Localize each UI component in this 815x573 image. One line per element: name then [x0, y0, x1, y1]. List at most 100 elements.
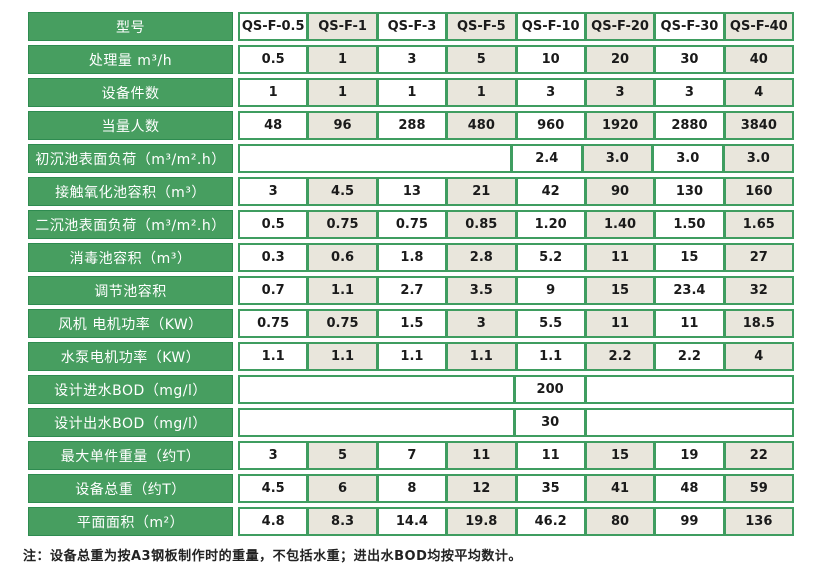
table-row: 消毒池容积（m³） 0.3 0.6 1.8 2.8 5.2 11 15 27	[28, 243, 794, 272]
value-cell: 23.4	[654, 276, 725, 305]
value-cell: 46.2	[515, 507, 586, 536]
value-cell: 130	[654, 177, 725, 206]
row-label: 最大单件重量（约T）	[28, 441, 233, 470]
value-cell: 18.5	[723, 309, 794, 338]
value-cell: 3.0	[652, 144, 724, 173]
value-cell: 200	[514, 375, 587, 404]
value-cell: 5	[307, 441, 378, 470]
column-header-cell: QS-F-30	[654, 12, 725, 41]
value-cell: 2.2	[654, 342, 725, 371]
value-cell: 3	[376, 45, 448, 74]
value-cell: 1.5	[376, 309, 448, 338]
value-cell: 1.1	[515, 342, 586, 371]
value-cell: 15	[584, 441, 656, 470]
value-cell: 1.1	[238, 342, 309, 371]
row-label: 设计出水BOD（mg/l）	[28, 408, 233, 437]
row-cells: 0.7 1.1 2.7 3.5 9 15 23.4 32	[238, 276, 794, 305]
column-header-cell: QS-F-5	[446, 12, 517, 41]
value-cell: 10	[515, 45, 586, 74]
table-row: 初沉池表面负荷（m³/m².h） 2.4 3.0 3.0 3.0	[28, 144, 794, 173]
row-cells: QS-F-0.5 QS-F-1 QS-F-3 QS-F-5 QS-F-10 QS-F-20…	[238, 12, 794, 41]
row-cells: 200	[238, 375, 794, 404]
column-header-cell: QS-F-3	[376, 12, 448, 41]
table-row: 接触氧化池容积（m³） 3 4.5 13 21 42 90 130 160	[28, 177, 794, 206]
value-cell: 1	[238, 78, 309, 107]
value-cell	[585, 408, 794, 437]
table-row: 最大单件重量（约T） 3 5 7 11 11 15 19 22	[28, 441, 794, 470]
value-cell: 1920	[584, 111, 656, 140]
value-cell: 96	[307, 111, 378, 140]
value-cell: 80	[584, 507, 656, 536]
value-cell: 3	[654, 78, 725, 107]
value-cell: 12	[446, 474, 517, 503]
value-cell: 0.3	[238, 243, 309, 272]
value-cell: 32	[723, 276, 794, 305]
value-cell: 15	[654, 243, 725, 272]
value-cell: 21	[446, 177, 517, 206]
value-cell: 4.5	[307, 177, 378, 206]
value-cell: 960	[515, 111, 586, 140]
table-row: 设备件数 1 1 1 1 3 3 3 4	[28, 78, 794, 107]
table-row: 设计出水BOD（mg/l） 30	[28, 408, 794, 437]
value-cell: 3	[515, 78, 586, 107]
table-row: 设备总重（约T） 4.5 6 8 12 35 41 48 59	[28, 474, 794, 503]
model-header-label: 型号	[28, 12, 233, 41]
row-label: 初沉池表面负荷（m³/m².h）	[28, 144, 233, 173]
row-cells: 30	[238, 408, 794, 437]
row-label: 风机 电机功率（KW）	[28, 309, 233, 338]
value-cell: 480	[446, 111, 517, 140]
value-cell: 2.4	[511, 144, 583, 173]
column-header-cell: QS-F-1	[307, 12, 378, 41]
row-label: 平面面积（m²）	[28, 507, 233, 536]
row-label: 设备总重（约T）	[28, 474, 233, 503]
row-cells: 4.5 6 8 12 35 41 48 59	[238, 474, 794, 503]
value-cell: 2880	[654, 111, 725, 140]
value-cell	[238, 408, 515, 437]
value-cell	[238, 375, 515, 404]
value-cell: 8	[376, 474, 448, 503]
value-cell: 4.5	[238, 474, 309, 503]
value-cell: 1	[376, 78, 448, 107]
spec-table: 型号 QS-F-0.5 QS-F-1 QS-F-3 QS-F-5 QS-F-10 QS-F-…	[28, 12, 794, 536]
value-cell: 1.65	[723, 210, 794, 239]
value-cell: 42	[515, 177, 586, 206]
row-label: 水泵电机功率（KW）	[28, 342, 233, 371]
value-cell: 1.1	[446, 342, 517, 371]
column-header-cell: QS-F-40	[723, 12, 794, 41]
value-cell: 90	[584, 177, 656, 206]
value-cell: 6	[307, 474, 378, 503]
value-cell: 160	[723, 177, 794, 206]
value-cell: 5.5	[515, 309, 586, 338]
value-cell: 0.75	[307, 309, 378, 338]
value-cell: 1.20	[515, 210, 586, 239]
row-label: 处理量 m³/h	[28, 45, 233, 74]
row-label: 二沉池表面负荷（m³/m².h）	[28, 210, 233, 239]
value-cell: 3.0	[581, 144, 653, 173]
value-cell: 3840	[723, 111, 794, 140]
value-cell: 5	[446, 45, 517, 74]
row-label: 设备件数	[28, 78, 233, 107]
value-cell: 1	[446, 78, 517, 107]
value-cell: 40	[723, 45, 794, 74]
value-cell: 19.8	[446, 507, 517, 536]
value-cell: 4	[723, 78, 794, 107]
value-cell: 1.40	[584, 210, 656, 239]
value-cell: 0.75	[376, 210, 448, 239]
value-cell: 11	[654, 309, 725, 338]
value-cell: 288	[376, 111, 448, 140]
value-cell: 35	[515, 474, 586, 503]
table-row: 处理量 m³/h 0.5 1 3 5 10 20 30 40	[28, 45, 794, 74]
row-cells: 1.1 1.1 1.1 1.1 1.1 2.2 2.2 4	[238, 342, 794, 371]
row-cells: 3 4.5 13 21 42 90 130 160	[238, 177, 794, 206]
value-cell: 4	[723, 342, 794, 371]
value-cell: 15	[584, 276, 656, 305]
value-cell	[238, 144, 512, 173]
row-cells: 0.3 0.6 1.8 2.8 5.2 11 15 27	[238, 243, 794, 272]
footnote: 注：设备总重为按A3钢板制作时的重量，不包括水重；进出水BOD均按平均数计。	[23, 549, 522, 564]
value-cell: 1.1	[307, 342, 378, 371]
row-cells: 48 96 288 480 960 1920 2880 3840	[238, 111, 794, 140]
row-label: 消毒池容积（m³）	[28, 243, 233, 272]
column-header-cell: QS-F-10	[515, 12, 586, 41]
value-cell: 41	[584, 474, 656, 503]
